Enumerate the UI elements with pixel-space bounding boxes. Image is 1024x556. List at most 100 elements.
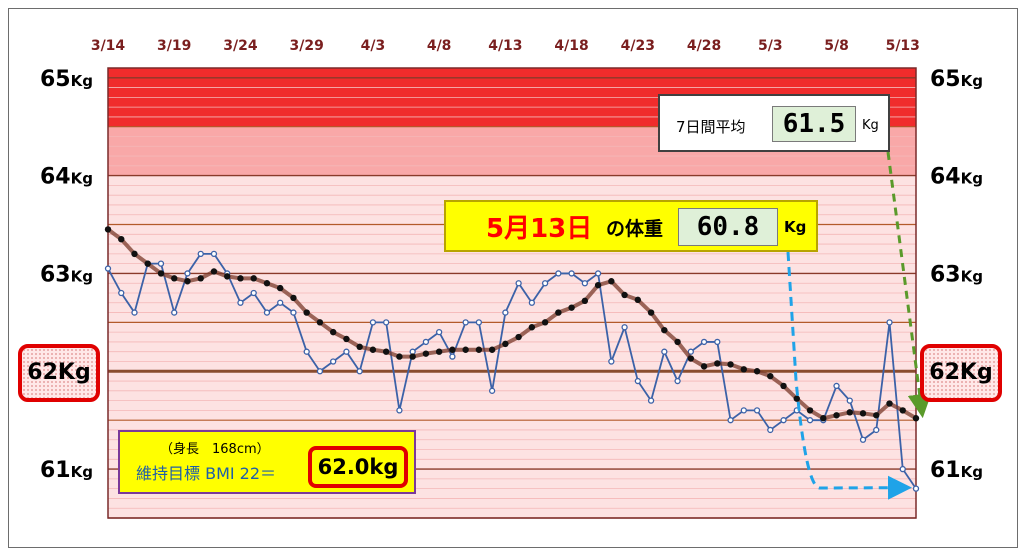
average-point: [806, 407, 814, 414]
average-point: [899, 407, 906, 414]
average-point: [674, 338, 681, 346]
average-point: [740, 366, 748, 373]
daily-weight-point: [608, 358, 615, 365]
daily-weight-point: [316, 368, 324, 375]
daily-weight-point: [330, 358, 337, 365]
average-point: [237, 275, 244, 282]
average-point: [859, 410, 867, 417]
average-point: [224, 273, 231, 280]
daily-weight-point: [833, 382, 840, 390]
average-point: [912, 415, 920, 422]
average-point: [634, 296, 642, 304]
daily-weight-point: [899, 465, 906, 473]
daily-weight-point: [449, 353, 456, 360]
daily-weight-point: [237, 299, 244, 306]
x-tick-label: 5/8: [824, 38, 849, 54]
average-point: [435, 348, 443, 355]
seven-day-average-box: 7日間平均 61.5 Kg: [658, 94, 890, 152]
average-point: [581, 297, 589, 305]
x-tick-label: 4/8: [427, 38, 452, 54]
average-point: [263, 280, 271, 287]
daily-weight-point: [118, 289, 125, 297]
average-point: [886, 400, 893, 407]
average-point: [780, 382, 787, 390]
x-tick-label: 4/13: [488, 38, 522, 54]
average-point: [382, 348, 390, 355]
today-weight-box: 5月13日 の体重 60.8 Kg: [444, 200, 818, 252]
average-point: [687, 355, 695, 362]
daily-weight-point: [171, 309, 178, 316]
daily-weight-point: [621, 324, 628, 331]
average-point: [210, 268, 218, 275]
daily-weight-point: [197, 250, 204, 258]
average-point: [250, 275, 257, 282]
daily-weight-point: [104, 265, 112, 272]
y-tick-label-right: 61Kg: [930, 458, 983, 483]
y-tick-label-right: 63Kg: [930, 262, 983, 287]
average-point: [528, 324, 536, 331]
x-tick-label: 3/14: [91, 38, 126, 54]
average-point: [184, 278, 191, 285]
daily-weight-point: [515, 280, 522, 287]
average-point: [767, 372, 774, 380]
average-point: [541, 319, 549, 326]
daily-weight-point: [700, 338, 708, 346]
average-point: [276, 284, 284, 292]
y-tick-label-left: 64Kg: [40, 165, 93, 190]
average-point: [475, 346, 483, 353]
daily-weight-point: [594, 270, 602, 277]
average-label: 7日間平均: [676, 118, 746, 136]
average-point: [647, 309, 655, 316]
average-point: [594, 281, 602, 289]
today-weight-label: の体重: [606, 218, 664, 240]
average-point: [608, 278, 615, 285]
goal-marker-left: 62Kg: [18, 344, 100, 402]
daily-weight-point: [541, 280, 549, 287]
daily-weight-point: [290, 309, 297, 316]
goal-marker-left-label: 62Kg: [27, 360, 91, 385]
daily-weight-point: [131, 309, 138, 316]
goal-height-note: （身長 168cm）: [160, 442, 270, 457]
daily-weight-point: [806, 417, 814, 424]
daily-weight-point: [184, 270, 191, 277]
average-point: [329, 328, 337, 336]
average-point: [131, 250, 138, 258]
goal-bmi-box: （身長 168cm） 維持目標 BMI 22＝ 62.0kg: [118, 430, 416, 494]
daily-weight-point: [422, 338, 430, 346]
daily-weight-point: [435, 328, 443, 336]
daily-weight-point: [873, 426, 880, 434]
daily-weight-point: [356, 368, 363, 375]
average-point: [833, 412, 840, 419]
average-unit: Kg: [862, 118, 879, 133]
daily-weight-point: [687, 348, 694, 355]
average-point: [197, 275, 204, 282]
y-tick-label-left: 61Kg: [40, 458, 93, 483]
average-point: [873, 412, 880, 419]
y-tick-label-left: 65Kg: [40, 67, 93, 92]
daily-weight-point: [462, 319, 469, 326]
daily-weight-point: [753, 407, 761, 414]
average-point: [118, 235, 125, 243]
daily-weight-point: [277, 299, 284, 306]
y-tick-label-left: 63Kg: [40, 262, 93, 287]
x-tick-label: 4/23: [621, 38, 655, 54]
daily-weight-point: [661, 348, 668, 355]
daily-weight-point: [727, 417, 734, 424]
average-point: [846, 409, 853, 416]
daily-weight-point: [396, 407, 403, 414]
average-arrow: [886, 151, 932, 419]
daily-weight-point: [488, 387, 496, 394]
average-point: [316, 319, 324, 326]
average-point: [157, 270, 165, 277]
average-point: [356, 343, 363, 351]
average-point: [462, 346, 469, 353]
average-point: [343, 335, 350, 343]
daily-weight-point: [714, 338, 721, 346]
average-point: [171, 275, 178, 282]
average-point: [515, 333, 522, 341]
average-point: [568, 304, 575, 311]
x-tick-label: 4/18: [554, 38, 588, 54]
daily-weight-point: [502, 309, 509, 316]
y-tick-label-right: 65Kg: [930, 67, 983, 92]
x-tick-label: 3/24: [223, 38, 258, 54]
